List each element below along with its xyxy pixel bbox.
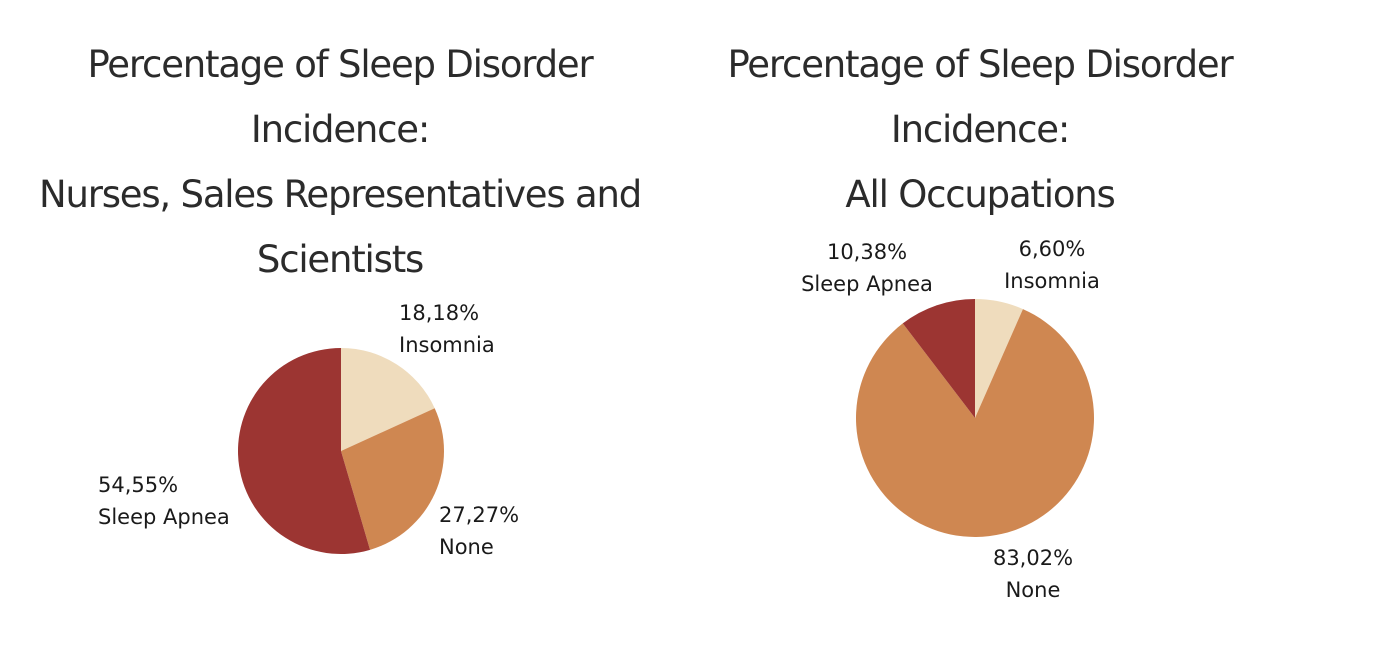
slice-category-right-none: None: [1006, 578, 1061, 602]
slice-label-right-insomnia: 6,60% Insomnia: [1004, 237, 1100, 293]
chart-title-left-line-1: Percentage of Sleep Disorder Incidence:: [87, 43, 594, 151]
chart-title-right-line-2: All Occupations: [845, 173, 1115, 216]
chart-title-left: Percentage of Sleep Disorder Incidence: …: [0, 32, 680, 292]
chart-title-left-line-3: Scientists: [256, 238, 424, 281]
chart-right: Percentage of Sleep Disorder Incidence: …: [640, 0, 1320, 660]
slice-label-right-sleep-apnea: 10,38% Sleep Apnea: [801, 240, 933, 296]
slice-label-left-insomnia: 18,18% Insomnia: [399, 301, 495, 357]
pie-slice-left-insomnia[interactable]: [341, 348, 435, 451]
pie-slice-left-none[interactable]: [341, 408, 444, 550]
slice-category-left-insomnia: Insomnia: [399, 333, 495, 357]
slice-category-left-sleep-apnea: Sleep Apnea: [98, 505, 230, 529]
slice-label-right-none: 83,02% None: [993, 546, 1073, 602]
slice-category-left-none: None: [439, 535, 494, 559]
slice-category-right-sleep-apnea: Sleep Apnea: [801, 272, 933, 296]
pie-slice-left-sleep-apnea[interactable]: [238, 348, 371, 554]
slice-value-right-insomnia: 6,60%: [1019, 237, 1086, 261]
slice-value-left-insomnia: 18,18%: [399, 301, 479, 325]
slice-value-right-none: 83,02%: [993, 546, 1073, 570]
chart-title-left-line-2: Nurses, Sales Representatives and: [38, 173, 642, 216]
pie-slice-right-sleep-apnea[interactable]: [902, 299, 975, 418]
chart-left: Percentage of Sleep Disorder Incidence: …: [0, 0, 680, 660]
slice-label-left-none: 27,27% None: [439, 503, 519, 559]
pie-slice-right-insomnia[interactable]: [975, 299, 1023, 418]
chart-title-right-line-1: Percentage of Sleep Disorder Incidence:: [727, 43, 1234, 151]
slice-value-left-none: 27,27%: [439, 503, 519, 527]
pie-chart-left: 18,18% Insomnia 27,27% None 54,55% Sleep Apne…: [98, 301, 519, 559]
pie-slice-right-none[interactable]: [856, 309, 1094, 537]
slice-value-left-sleep-apnea: 54,55%: [98, 473, 178, 497]
slice-label-left-sleep-apnea: 54,55% Sleep Apnea: [98, 473, 230, 529]
pie-chart-right: 6,60% Insomnia 83,02% None 10,38% Sleep Apnea: [801, 237, 1100, 602]
slice-category-right-insomnia: Insomnia: [1004, 269, 1100, 293]
slice-value-right-sleep-apnea: 10,38%: [827, 240, 907, 264]
chart-title-right: Percentage of Sleep Disorder Incidence: …: [640, 32, 1320, 227]
